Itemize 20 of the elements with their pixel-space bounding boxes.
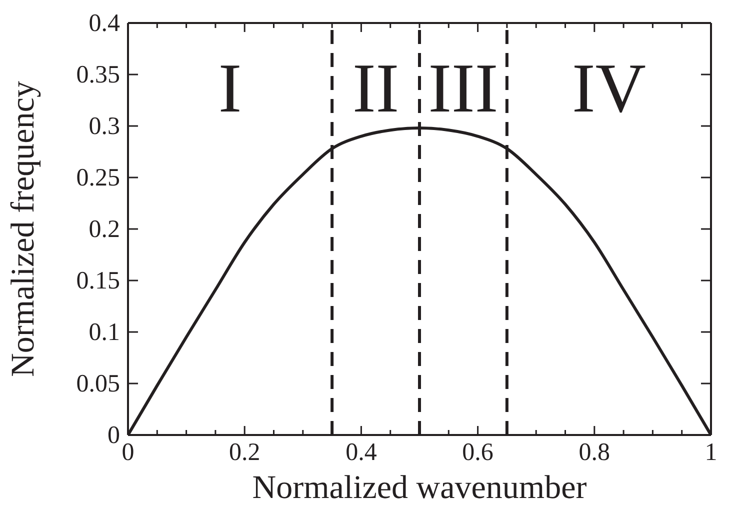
annotation: I [218,50,242,128]
y-tick-label: 0.3 [88,113,120,140]
y-tick-label: 0.25 [76,164,120,192]
x-tick-label: 0.4 [346,439,378,466]
annotation: II [352,50,400,128]
annotation: IV [572,50,646,128]
x-tick-label: 0.8 [578,439,610,466]
x-tick-label: 1 [704,439,718,466]
x-tick-label: 0.6 [462,439,494,466]
y-tick-label: 0.05 [76,370,120,398]
y-axis-title: Normalized frequency [6,80,42,377]
y-tick-label: 0.15 [76,268,120,294]
y-tick-label: 0.2 [88,216,120,243]
y-tick-label: 0.35 [76,62,120,88]
x-tick-label: 0.2 [228,439,260,466]
x-axis-title: Normalized wavenumber [252,470,587,506]
y-tick-label: 0 [108,422,120,449]
annotation: III [428,50,498,128]
y-tick-label: 0.1 [88,319,120,346]
y-tick-label: 0.4 [88,10,120,37]
